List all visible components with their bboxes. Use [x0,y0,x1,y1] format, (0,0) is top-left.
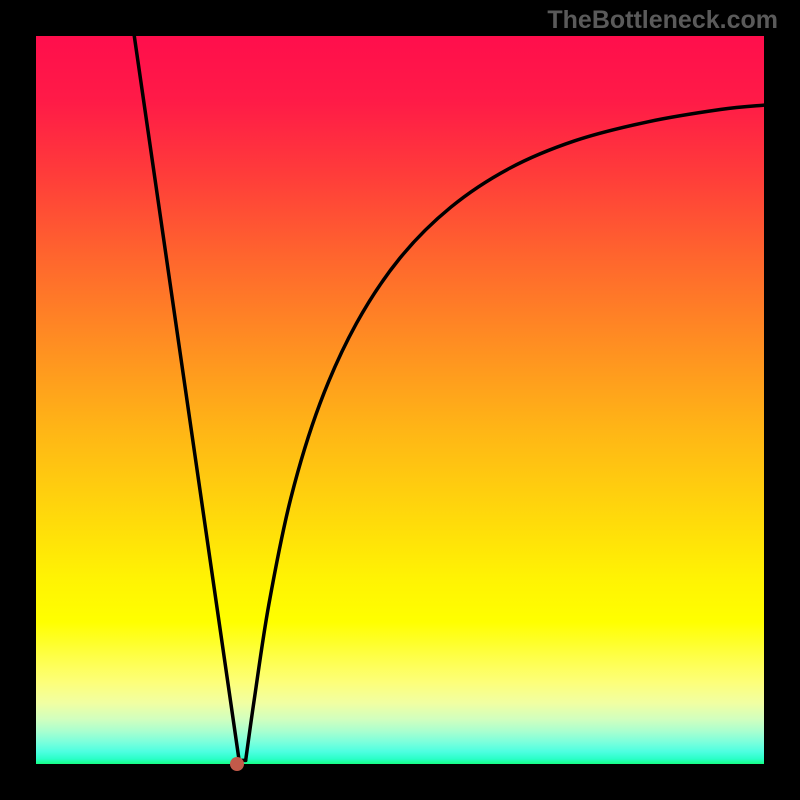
watermark-text: TheBottleneck.com [547,6,778,35]
outer-border [0,0,800,800]
chart-frame: TheBottleneck.com [0,0,800,800]
